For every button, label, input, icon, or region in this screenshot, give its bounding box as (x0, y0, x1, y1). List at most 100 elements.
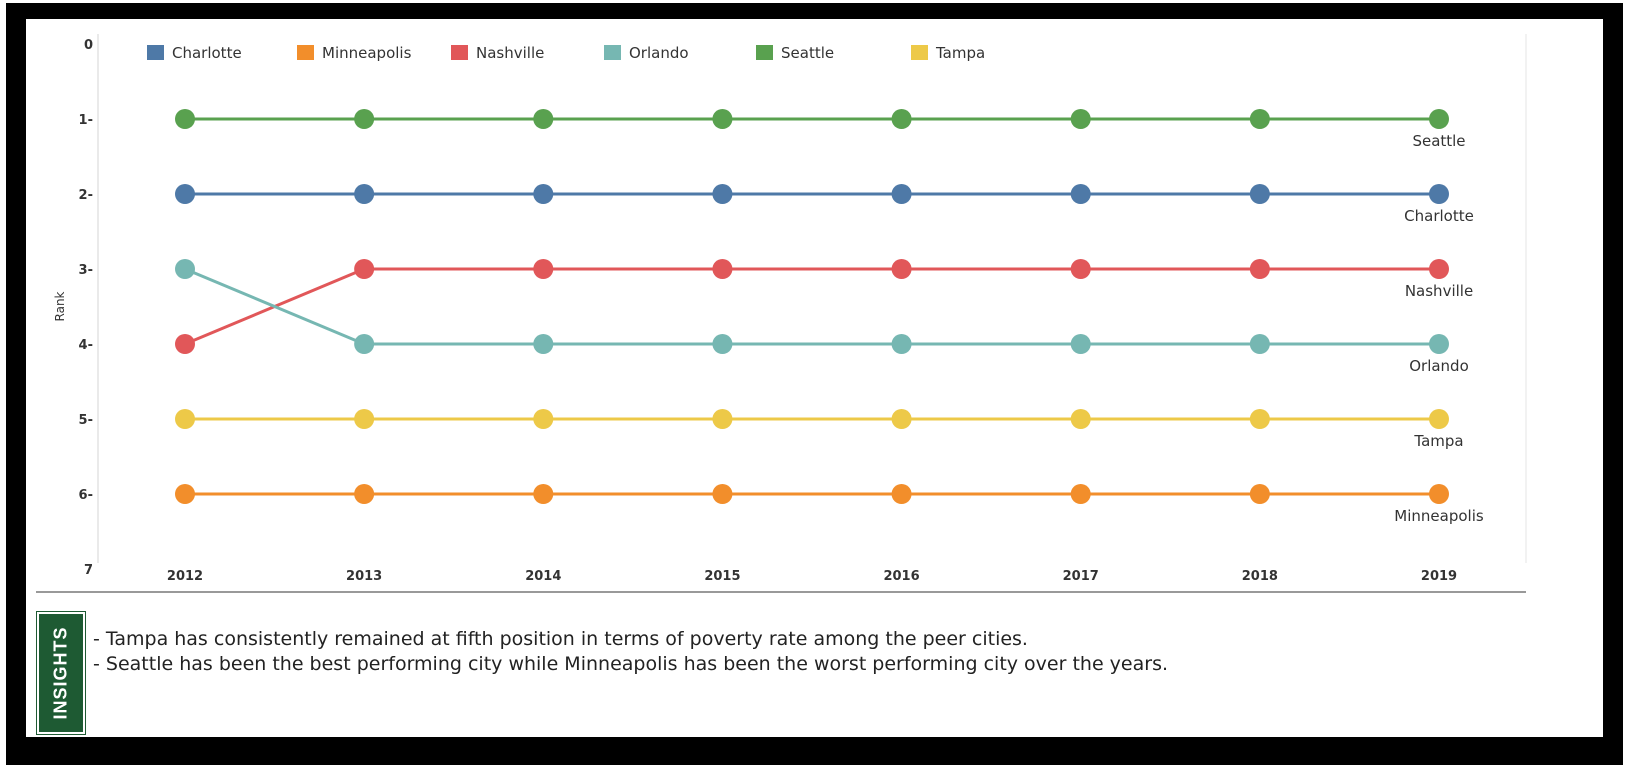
data-point-minneapolis (354, 484, 375, 504)
data-point-tampa (533, 409, 554, 429)
data-point-seattle (533, 109, 554, 129)
series-line-orlando (184, 267, 1439, 346)
y-tick-label: 3- (79, 263, 93, 278)
series-nashville: Nashville (175, 259, 1473, 354)
end-label-orlando: Orlando (1409, 357, 1469, 375)
y-tick-label: 7 (84, 563, 93, 578)
legend-swatch (451, 45, 468, 60)
data-point-tampa (891, 409, 912, 429)
legend-item-charlotte: Charlotte (147, 44, 242, 62)
insights-badge: INSIGHTS (37, 612, 85, 734)
data-point-orlando (712, 334, 733, 354)
data-point-orlando (1249, 334, 1270, 354)
x-tick-label: 2019 (1421, 569, 1457, 584)
legend-swatch (297, 45, 314, 60)
series-line-nashville (184, 267, 1439, 346)
data-point-nashville (1249, 259, 1270, 279)
data-point-tampa (175, 409, 195, 429)
data-point-nashville (354, 259, 375, 279)
legend-label: Orlando (629, 44, 689, 62)
legend-item-minneapolis: Minneapolis (297, 44, 412, 62)
data-point-tampa (354, 409, 375, 429)
x-tick-label: 2017 (1063, 569, 1099, 584)
data-point-nashville (712, 259, 733, 279)
legend-item-nashville: Nashville (451, 44, 544, 62)
data-point-nashville (175, 334, 195, 354)
data-point-minneapolis (533, 484, 554, 504)
data-point-nashville (891, 259, 912, 279)
legend-label: Nashville (476, 44, 544, 62)
x-tick-label: 2014 (525, 569, 561, 584)
data-point-orlando (1070, 334, 1091, 354)
data-point-minneapolis (891, 484, 912, 504)
insights-text: - Tampa has consistently remained at fif… (93, 627, 1168, 677)
legend-swatch (147, 45, 164, 60)
data-point-minneapolis (712, 484, 733, 504)
series-tampa: Tampa (175, 409, 1464, 450)
screenshot-frame: 0 1- 2- 3- 4- 5- 6- 7 Rank 2012 2013 2014 2015 2016 20… (6, 3, 1623, 765)
data-point-seattle (1249, 109, 1270, 129)
x-tick-label: 2013 (346, 569, 382, 584)
data-point-seattle (712, 109, 733, 129)
data-point-tampa (1249, 409, 1270, 429)
series-minneapolis: Minneapolis (175, 484, 1484, 525)
y-tick-label: 1- (79, 113, 93, 128)
data-point-charlotte (1249, 184, 1270, 204)
y-tick-label: 6- (79, 488, 93, 503)
end-label-minneapolis: Minneapolis (1394, 507, 1484, 525)
data-point-minneapolis (1070, 484, 1091, 504)
legend-item-orlando: Orlando (604, 44, 689, 62)
legend-item-tampa: Tampa (911, 44, 985, 62)
rank-line-chart: 0 1- 2- 3- 4- 5- 6- 7 Rank 2012 2013 2014 2015 2016 20… (36, 34, 1527, 593)
data-point-seattle (175, 109, 195, 129)
series-seattle: Seattle (175, 109, 1466, 150)
data-point-nashville (533, 259, 554, 279)
data-point-minneapolis (175, 484, 195, 504)
data-point-orlando (533, 334, 554, 354)
data-point-nashville (1429, 259, 1449, 279)
end-label-charlotte: Charlotte (1404, 207, 1474, 225)
x-tick-label: 2015 (704, 569, 740, 584)
legend-label: Minneapolis (322, 44, 412, 62)
data-point-seattle (354, 109, 375, 129)
y-tick-label: 2- (79, 188, 93, 203)
data-point-charlotte (891, 184, 912, 204)
data-point-charlotte (1429, 184, 1449, 204)
data-point-tampa (1429, 409, 1449, 429)
x-tick-label: 2018 (1242, 569, 1278, 584)
data-point-seattle (1429, 109, 1449, 129)
data-point-charlotte (712, 184, 733, 204)
y-tick-label: 5- (79, 413, 93, 428)
insight-line-2: - Seattle has been the best performing c… (93, 653, 1169, 675)
insight-line-1: - Tampa has consistently remained at fif… (93, 628, 1028, 650)
data-point-charlotte (533, 184, 554, 204)
end-label-seattle: Seattle (1412, 132, 1465, 150)
data-point-orlando (891, 334, 912, 354)
end-label-nashville: Nashville (1405, 282, 1473, 300)
legend-label: Charlotte (172, 44, 242, 62)
data-point-orlando (354, 334, 375, 354)
data-point-minneapolis (1249, 484, 1270, 504)
dashboard-panel: 0 1- 2- 3- 4- 5- 6- 7 Rank 2012 2013 2014 2015 2016 20… (26, 19, 1603, 737)
data-point-charlotte (354, 184, 375, 204)
legend-swatch (756, 45, 773, 60)
data-point-minneapolis (1429, 484, 1449, 504)
y-axis-title: Rank (53, 291, 67, 321)
legend-item-seattle: Seattle (756, 44, 834, 62)
data-point-charlotte (175, 184, 195, 204)
data-point-seattle (891, 109, 912, 129)
legend-label: Seattle (781, 44, 834, 62)
data-point-tampa (1070, 409, 1091, 429)
series-orlando: Orlando (175, 259, 1469, 375)
data-point-tampa (712, 409, 733, 429)
data-point-charlotte (1070, 184, 1091, 204)
data-point-nashville (1070, 259, 1091, 279)
y-tick-label: 4- (79, 338, 93, 353)
legend-label: Tampa (935, 44, 985, 62)
x-tick-label: 2016 (883, 569, 919, 584)
insights-label: INSIGHTS (50, 626, 71, 720)
end-label-tampa: Tampa (1413, 432, 1463, 450)
series-charlotte: Charlotte (175, 184, 1474, 225)
data-point-orlando (1429, 334, 1449, 354)
legend-swatch (911, 45, 928, 60)
